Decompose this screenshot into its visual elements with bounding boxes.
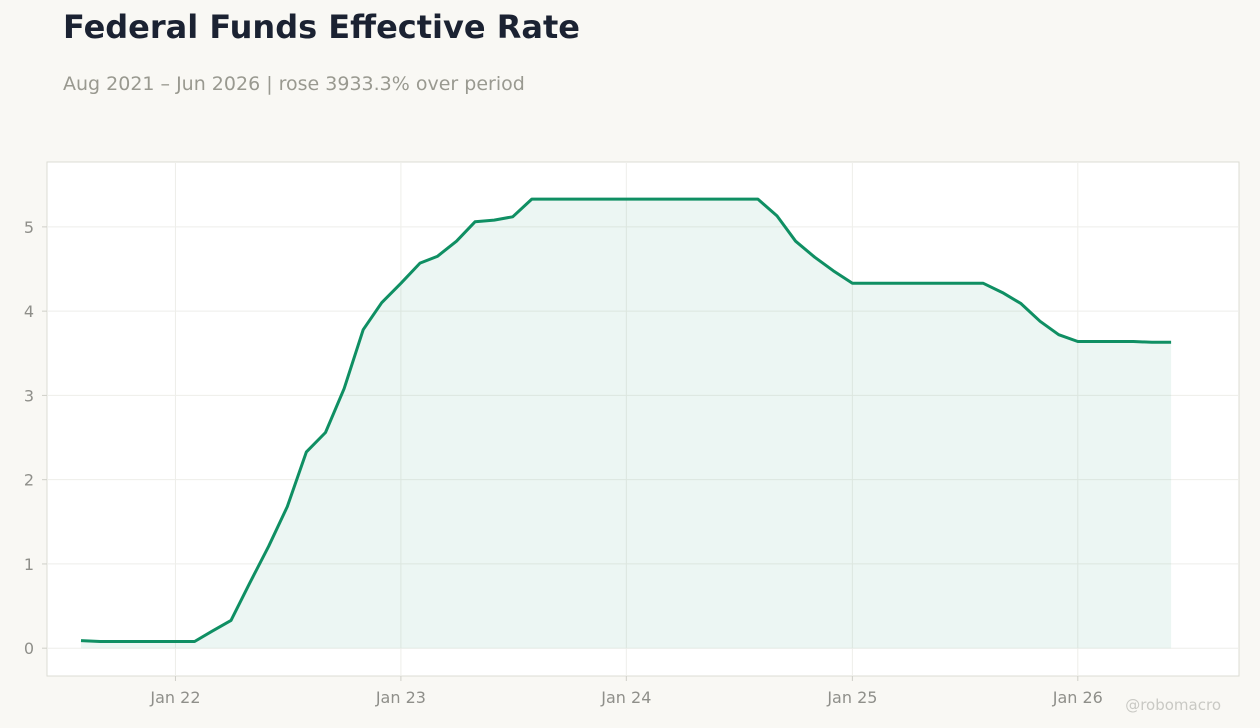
y-axis-ticks: 0 1 2 3 4 5: [24, 218, 47, 658]
chart-title: Federal Funds Effective Rate: [63, 8, 580, 46]
x-tick-label: Jan 24: [600, 688, 651, 707]
rate-line: [80, 197, 1172, 643]
y-tick-label: 5: [24, 218, 34, 237]
x-tick-label: Jan 25: [826, 688, 877, 707]
y-tick-label: 1: [24, 555, 34, 574]
grid-lines: [47, 162, 1239, 676]
chart-subtitle: Aug 2021 – Jun 2026 | rose 3933.3% over …: [63, 73, 525, 95]
x-tick-label: Jan 26: [1052, 688, 1103, 707]
y-tick-label: 4: [24, 302, 34, 321]
x-tick-label: Jan 22: [149, 688, 200, 707]
rate-area-fill: [81, 199, 1172, 649]
x-axis-ticks: Jan 22 Jan 23 Jan 24 Jan 25 Jan 26: [149, 676, 1103, 707]
y-tick-label: 2: [24, 471, 34, 490]
y-tick-label: 3: [24, 386, 34, 405]
watermark-text: @robomacro: [1125, 696, 1221, 714]
y-tick-label: 0: [24, 639, 34, 658]
x-tick-label: Jan 23: [375, 688, 426, 707]
